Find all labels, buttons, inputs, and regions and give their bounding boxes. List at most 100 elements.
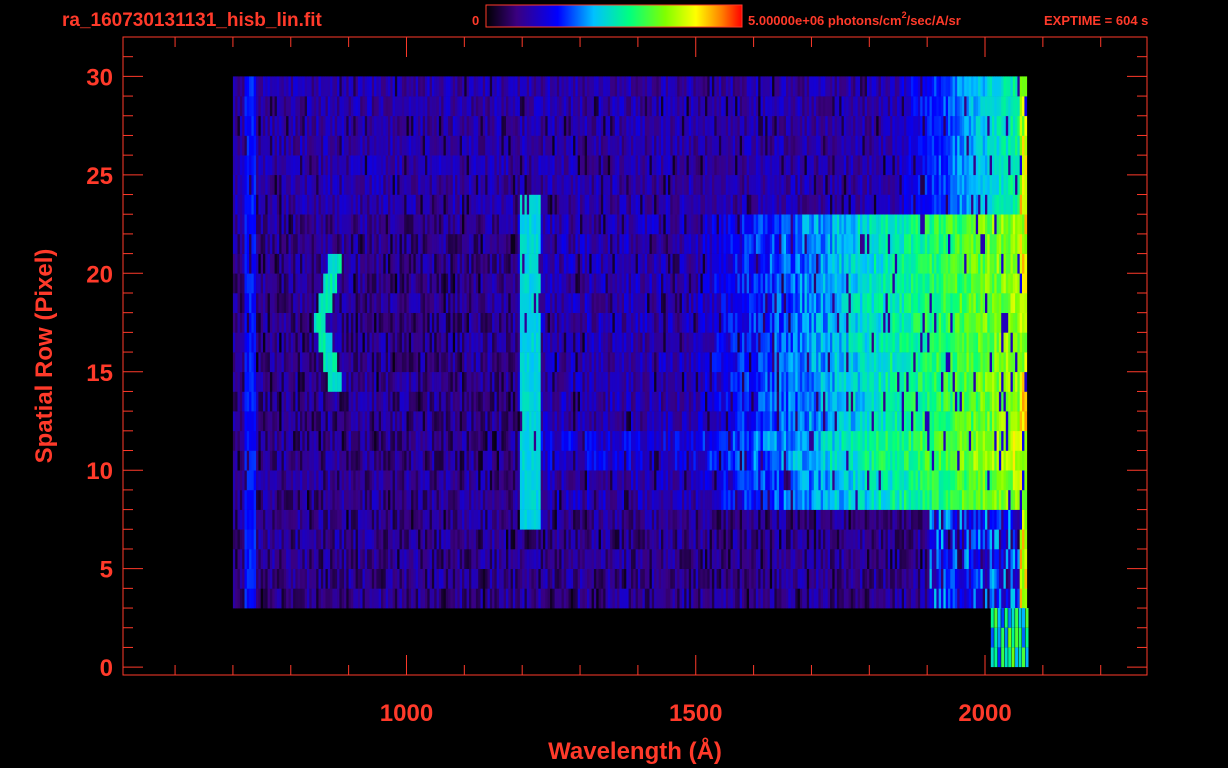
heatmap-cell	[605, 470, 609, 491]
heatmap-cell	[524, 470, 528, 491]
heatmap-cell	[550, 450, 553, 471]
heatmap-cell	[420, 174, 424, 195]
heatmap-cell	[244, 273, 248, 294]
heatmap-cell	[651, 214, 655, 235]
heatmap-cell	[640, 430, 643, 451]
heatmap-cell	[450, 568, 454, 589]
heatmap-cell	[311, 411, 315, 432]
heatmap-cell	[533, 214, 537, 235]
heatmap-cell	[334, 470, 338, 491]
heatmap-cell	[413, 273, 417, 294]
heatmap-cell	[543, 332, 546, 353]
heatmap-cell	[605, 115, 609, 136]
heatmap-cell	[376, 391, 380, 412]
heatmap-cell	[445, 115, 449, 136]
heatmap-cell	[401, 233, 405, 254]
heatmap-cell	[538, 450, 542, 471]
heatmap-cell	[584, 253, 588, 274]
heatmap-cell	[290, 411, 294, 432]
heatmap-cell	[364, 450, 368, 471]
heatmap-cell	[462, 233, 465, 254]
heatmap-cell	[455, 155, 458, 176]
heatmap-cell	[533, 489, 537, 510]
heatmap-cell	[621, 470, 625, 491]
heatmap-cell	[512, 293, 516, 313]
heatmap-cell	[485, 391, 488, 412]
heatmap-cell	[635, 253, 639, 274]
heatmap-cell	[536, 214, 539, 235]
heatmap-cell	[337, 470, 340, 491]
heatmap-cell	[413, 411, 417, 432]
heatmap-cell	[573, 96, 576, 117]
heatmap-cell	[293, 293, 296, 313]
heatmap-cell	[566, 96, 569, 117]
heatmap-cell	[355, 293, 359, 313]
heatmap-cell	[457, 529, 461, 550]
heatmap-cell	[644, 155, 648, 176]
heatmap-cell	[543, 391, 546, 412]
heatmap-cell	[420, 273, 424, 294]
heatmap-cell	[434, 253, 437, 274]
heatmap-cell	[494, 430, 498, 451]
heatmap-cell	[554, 470, 558, 491]
heatmap-cell	[515, 411, 518, 432]
heatmap-cell	[642, 96, 646, 117]
heatmap-cell	[357, 588, 361, 609]
heatmap-cell	[330, 76, 333, 97]
heatmap-cell	[448, 96, 451, 117]
heatmap-cell	[392, 391, 396, 412]
heatmap-cell	[512, 273, 516, 294]
heatmap-cell	[455, 115, 458, 136]
heatmap-cell	[547, 293, 551, 313]
heatmap-cell	[561, 76, 565, 97]
heatmap-cell	[552, 470, 555, 491]
heatmap-cell	[378, 588, 382, 609]
heatmap-cell	[582, 293, 586, 313]
heatmap-cell	[603, 273, 606, 294]
heatmap-cell	[337, 253, 340, 274]
heatmap-cell	[644, 96, 648, 117]
heatmap-cell	[283, 135, 287, 156]
heatmap-cell	[489, 194, 493, 215]
heatmap-cell	[656, 332, 660, 353]
heatmap-cell	[443, 194, 447, 215]
heatmap-cell	[274, 135, 278, 156]
heatmap-cell	[237, 588, 241, 609]
heatmap-cell	[404, 568, 407, 589]
heatmap-cell	[531, 529, 535, 550]
heatmap-cell	[390, 233, 393, 254]
heatmap-cell	[327, 253, 331, 274]
heatmap-cell	[617, 509, 620, 530]
heatmap-cell	[478, 214, 481, 235]
heatmap-cell	[570, 588, 574, 609]
heatmap-cell	[383, 371, 386, 392]
heatmap-cell	[464, 293, 467, 313]
heatmap-cell	[304, 509, 308, 530]
heatmap-cell	[561, 352, 565, 373]
heatmap-cell	[337, 371, 340, 392]
heatmap-cell	[325, 568, 329, 589]
heatmap-cell	[533, 391, 537, 412]
heatmap-cell	[570, 155, 574, 176]
heatmap-cell	[626, 155, 629, 176]
heatmap-cell	[267, 233, 271, 254]
heatmap-cell	[265, 568, 268, 589]
heatmap-cell	[526, 312, 530, 333]
heatmap-cell	[265, 253, 268, 274]
heatmap-cell	[577, 529, 581, 550]
heatmap-cell	[610, 568, 613, 589]
heatmap-cell	[311, 529, 315, 550]
heatmap-cell	[360, 135, 363, 156]
heatmap-cell	[297, 568, 301, 589]
heatmap-cell	[642, 430, 646, 451]
heatmap-cell	[480, 588, 484, 609]
heatmap-cell	[517, 155, 521, 176]
heatmap-cell	[607, 214, 611, 235]
heatmap-cell	[633, 253, 636, 274]
heatmap-cell	[431, 115, 435, 136]
heatmap-cell	[524, 411, 528, 432]
heatmap-cell	[290, 489, 294, 510]
heatmap-cell	[533, 411, 537, 432]
heatmap-cell	[540, 588, 544, 609]
heatmap-cell	[582, 312, 586, 333]
